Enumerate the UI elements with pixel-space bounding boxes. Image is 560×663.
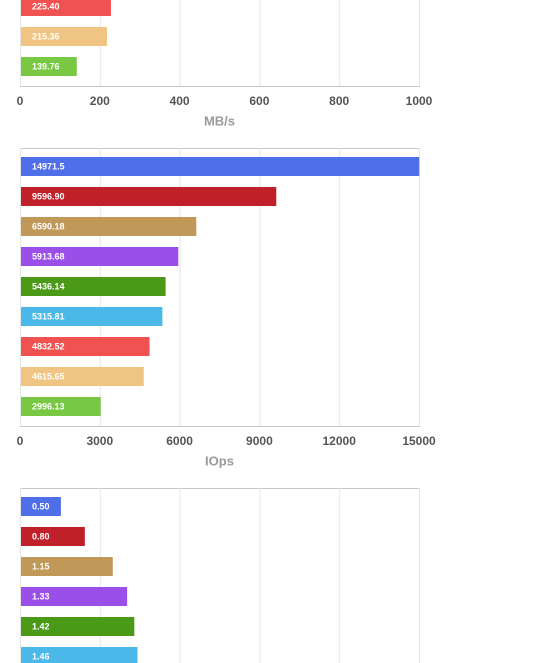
- bar: [21, 367, 144, 386]
- value-label: 0.50: [32, 501, 50, 511]
- value-label: 5436.14: [32, 281, 65, 291]
- x-axis-label: MB/s: [204, 113, 235, 128]
- bar: [21, 0, 111, 16]
- value-label: 1.33: [32, 591, 50, 601]
- bar: [21, 157, 420, 176]
- bar: [21, 277, 166, 296]
- x-tick-label: 12000: [323, 434, 357, 448]
- bar: [21, 617, 135, 636]
- bar: [21, 337, 150, 356]
- bar: [21, 647, 138, 663]
- x-tick-label: 600: [249, 94, 269, 108]
- bar: [21, 27, 107, 46]
- value-label: 139.76: [32, 61, 60, 71]
- value-label: 6590.18: [32, 221, 65, 231]
- value-label: 9596.90: [32, 191, 65, 201]
- value-label: 4615.65: [32, 371, 65, 381]
- value-label: 215.36: [32, 31, 60, 41]
- bar: [21, 57, 77, 76]
- value-label: 14971.5: [32, 161, 65, 171]
- bar: [21, 557, 113, 576]
- bar: [21, 307, 163, 326]
- bar: [21, 497, 61, 516]
- bar: [21, 247, 179, 266]
- x-tick-label: 1000: [406, 94, 433, 108]
- value-label: 225.40: [32, 1, 60, 11]
- value-label: 4832.52: [32, 341, 65, 351]
- x-tick-label: 200: [90, 94, 110, 108]
- value-label: 1.46: [32, 651, 50, 661]
- bar: [21, 527, 85, 546]
- bar: [21, 587, 128, 606]
- value-label: 0.80: [32, 531, 50, 541]
- value-label: 5315.81: [32, 311, 65, 321]
- x-tick-label: 800: [329, 94, 349, 108]
- bar: [21, 187, 277, 206]
- x-tick-label: 400: [170, 94, 190, 108]
- value-label: 2996.13: [32, 401, 65, 411]
- bar: [21, 397, 101, 416]
- x-tick-label: 0: [17, 94, 24, 108]
- x-tick-label: 9000: [246, 434, 273, 448]
- x-axis-label: IOps: [205, 453, 234, 468]
- value-label: 1.15: [32, 561, 50, 571]
- x-tick-label: 3000: [86, 434, 113, 448]
- value-label: 1.42: [32, 621, 50, 631]
- x-tick-label: 0: [17, 434, 24, 448]
- value-label: 5913.68: [32, 251, 65, 261]
- x-tick-label: 6000: [166, 434, 193, 448]
- x-tick-label: 15000: [402, 434, 436, 448]
- bar: [21, 217, 197, 236]
